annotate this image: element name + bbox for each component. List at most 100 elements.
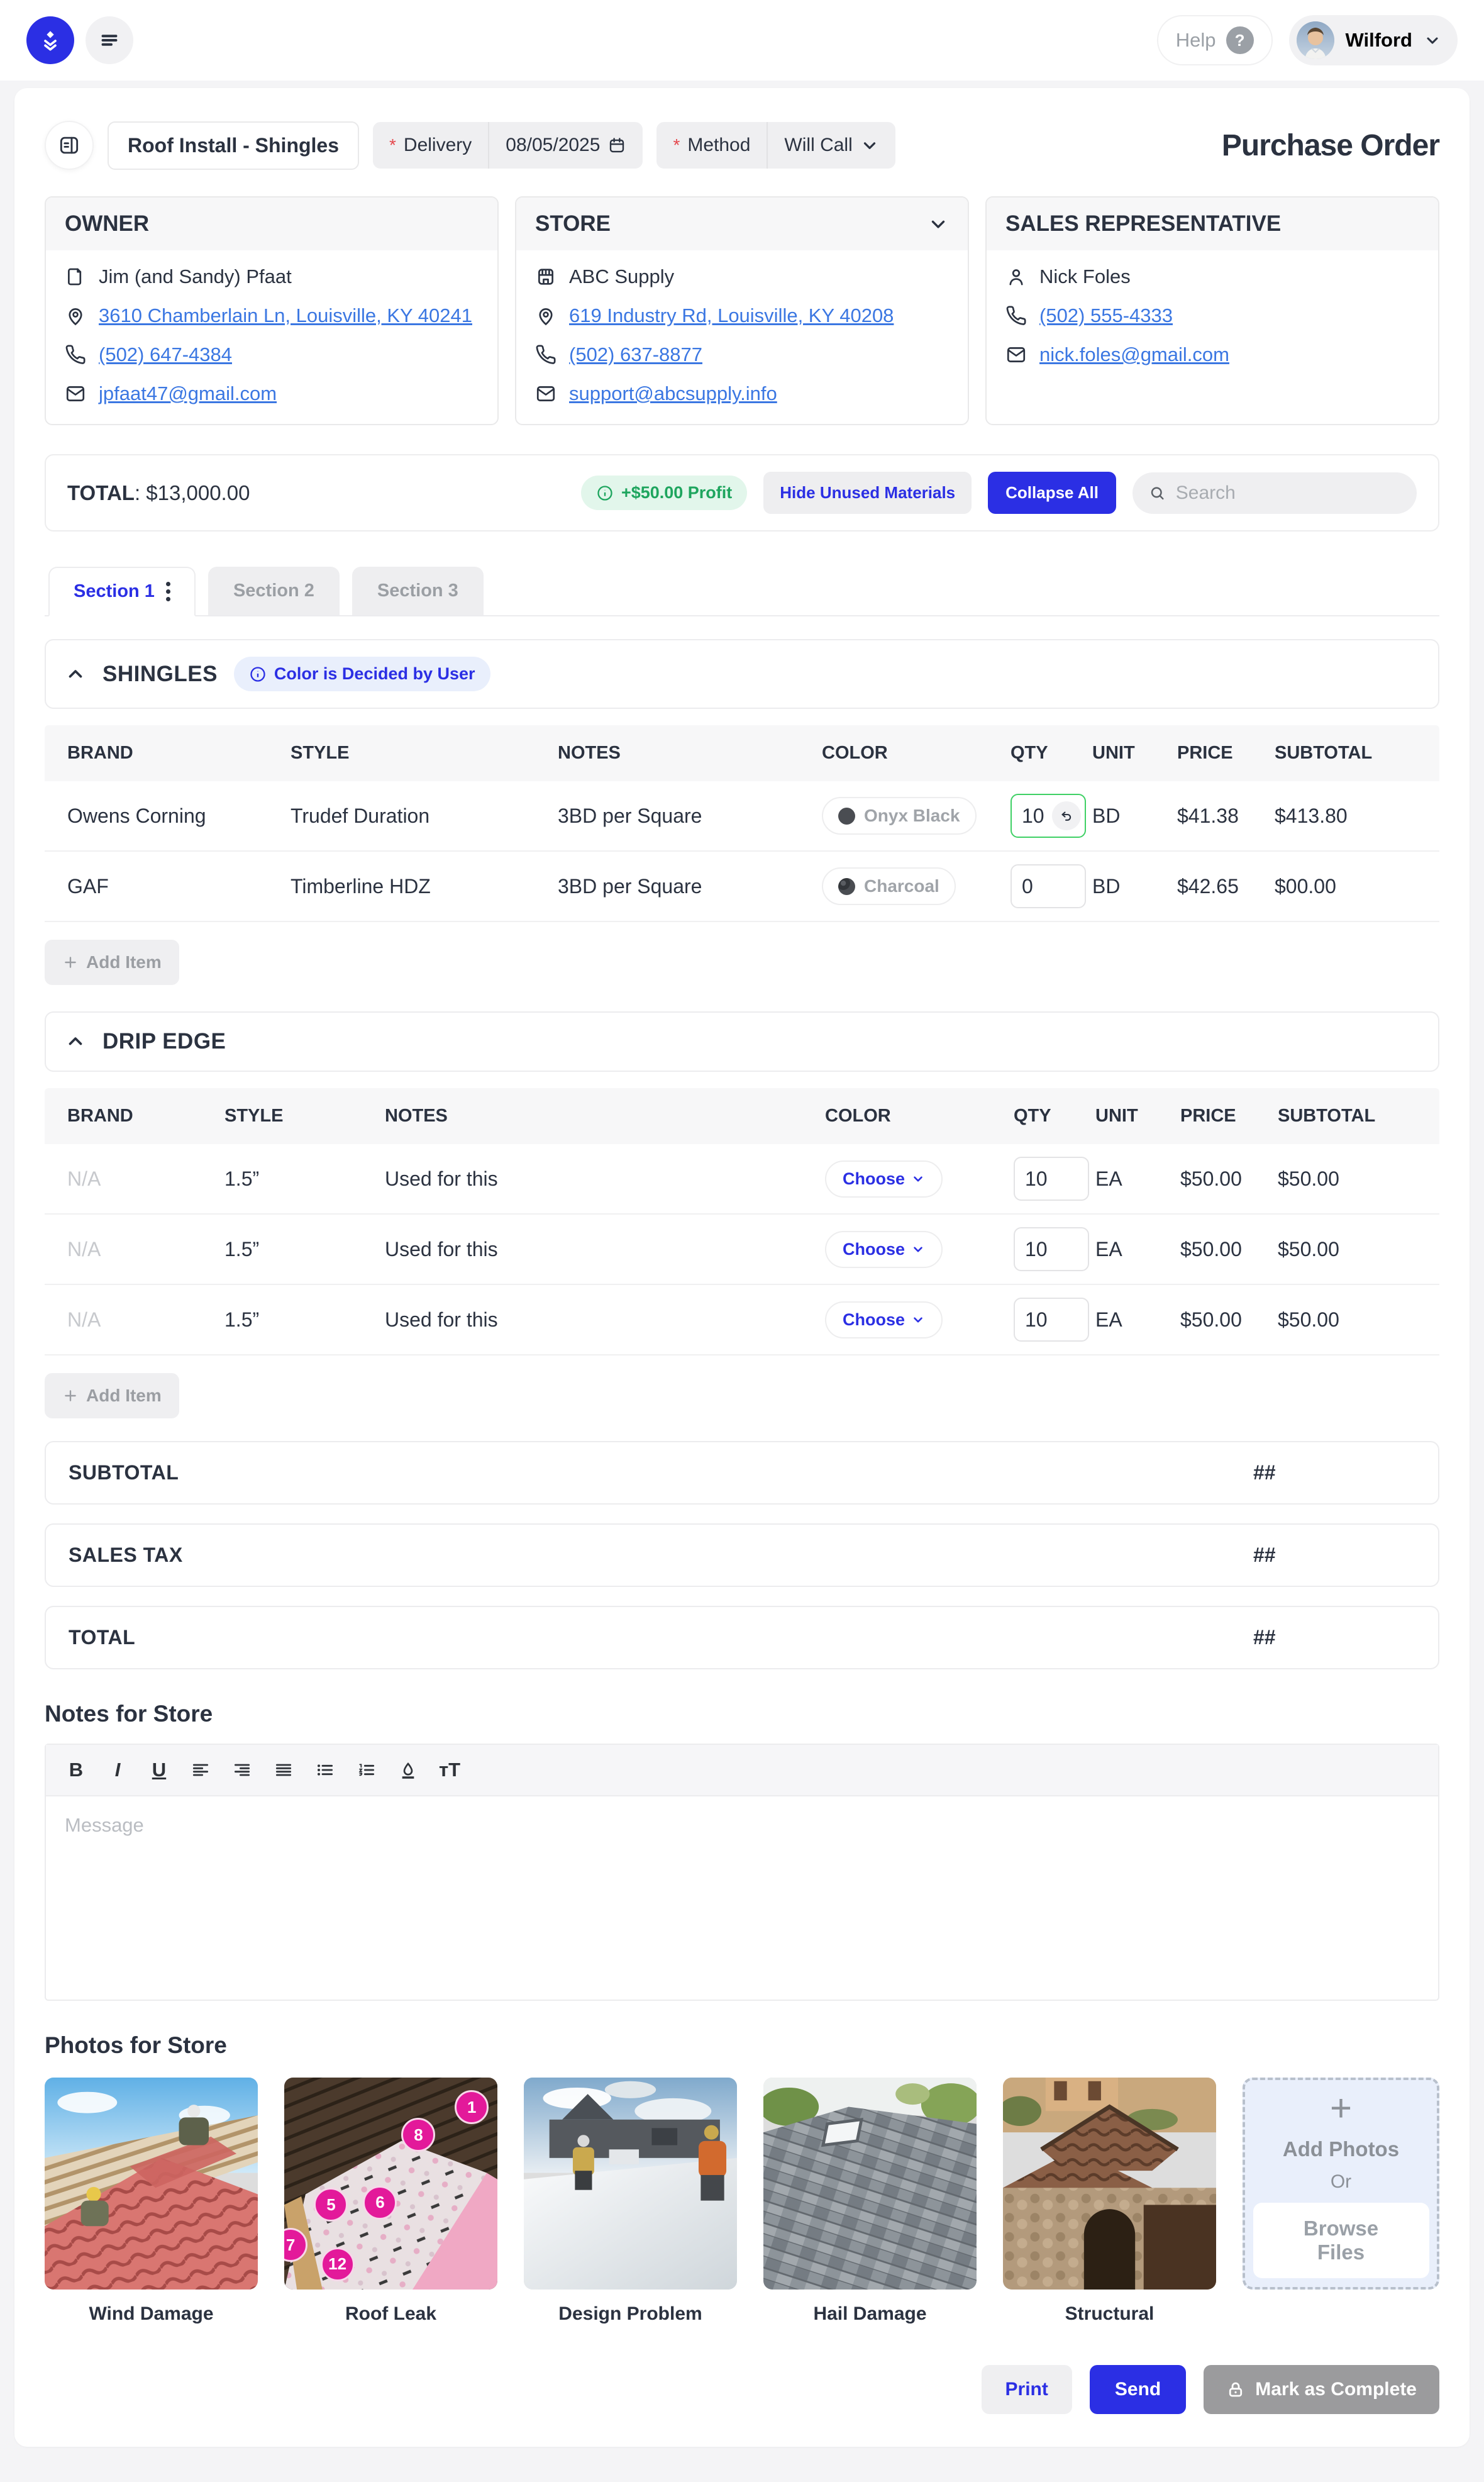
qty-input[interactable] <box>1014 1227 1089 1271</box>
shingles-section-header: SHINGLES Color is Decided by User <box>45 639 1439 709</box>
notes-textarea[interactable] <box>46 1796 1438 1996</box>
numbered-list-button[interactable] <box>355 1757 378 1783</box>
order-title[interactable]: Roof Install - Shingles <box>108 121 360 170</box>
hamburger-menu-button[interactable] <box>86 16 133 64</box>
method-dropdown[interactable]: Will Call <box>767 122 895 169</box>
color-label: Onyx Black <box>864 806 960 825</box>
col-style: STYLE <box>224 1106 284 1126</box>
col-color: COLOR <box>825 1106 891 1126</box>
photo-thumbnail <box>763 2078 977 2290</box>
qty-field <box>1014 1298 1089 1342</box>
align-justify-button[interactable] <box>272 1757 295 1783</box>
sales-rep-email-link[interactable]: nick.foles@gmail.com <box>1039 343 1229 365</box>
method-value: Will Call <box>784 135 853 155</box>
email-icon <box>535 383 556 404</box>
photo-roof-leak[interactable]: 1 8 5 6 7 12 Roof Leak <box>284 2078 497 2325</box>
tab-section-2[interactable]: Section 2 <box>208 567 340 615</box>
cell-unit: BD <box>1092 874 1121 898</box>
undo-qty-button[interactable] <box>1052 801 1081 830</box>
add-item-button[interactable]: Add Item <box>45 940 179 985</box>
phone-icon <box>1005 305 1027 326</box>
color-decided-badge: Color is Decided by User <box>233 657 490 691</box>
photos-heading: Photos for Store <box>45 2032 227 2058</box>
store-email-link[interactable]: support@abcsupply.info <box>569 382 777 404</box>
delivery-date-picker[interactable]: 08/05/2025 <box>488 122 643 169</box>
align-left-button[interactable] <box>189 1757 212 1783</box>
collapse-all-button[interactable]: Collapse All <box>988 472 1116 514</box>
search-icon <box>1151 486 1164 499</box>
chevron-down-icon <box>914 1247 922 1252</box>
cell-subtotal: $413.80 <box>1275 804 1348 827</box>
color-pill[interactable]: Onyx Black <box>822 797 977 835</box>
photo-thumbnail <box>45 2078 258 2290</box>
qty-input[interactable] <box>1014 1157 1089 1201</box>
kebab-menu-icon[interactable] <box>165 582 170 601</box>
send-button[interactable]: Send <box>1089 2365 1187 2414</box>
store-address-link[interactable]: 619 Industry Rd, Louisville, KY 40208 <box>569 304 894 326</box>
photo-structural[interactable]: Structural <box>1003 2078 1216 2325</box>
hide-unused-materials-button[interactable]: Hide Unused Materials <box>763 472 972 514</box>
notes-editor: B I U тT <box>45 1744 1439 2001</box>
collapse-drip-edge-button[interactable] <box>65 1031 86 1052</box>
search-box[interactable] <box>1132 472 1417 514</box>
fill-color-button[interactable] <box>397 1757 419 1783</box>
add-item-button[interactable]: Add Item <box>45 1373 179 1418</box>
user-menu[interactable]: Wilford <box>1288 15 1458 65</box>
plus-icon <box>65 1390 76 1401</box>
photo-design-problem[interactable]: Design Problem <box>524 2078 737 2325</box>
mark-as-complete-button[interactable]: Mark as Complete <box>1204 2365 1439 2414</box>
col-subtotal: SUBTOTAL <box>1275 743 1373 763</box>
qty-input[interactable] <box>1014 1298 1089 1342</box>
color-pill[interactable]: Charcoal <box>822 867 956 905</box>
cell-notes: 3BD per Square <box>558 874 702 898</box>
browse-files-button[interactable]: Browse Files <box>1253 2202 1429 2278</box>
app-logo-button[interactable] <box>26 16 74 64</box>
owner-address-link[interactable]: 3610 Chamberlain Ln, Louisville, KY 4024… <box>99 304 472 326</box>
chevron-up-icon <box>69 1037 82 1045</box>
store-panel-header[interactable]: STORE <box>516 198 968 250</box>
align-right-button[interactable] <box>231 1757 253 1783</box>
email-icon <box>65 383 86 404</box>
cell-style: 1.5” <box>224 1167 260 1190</box>
qty-input[interactable] <box>1011 864 1086 908</box>
delivery-control[interactable]: * Delivery 08/05/2025 <box>373 122 643 169</box>
owner-phone-line: (502) 647-4384 <box>65 343 479 366</box>
choose-label: Choose <box>843 1169 905 1188</box>
chevron-down-icon[interactable] <box>928 213 949 235</box>
tab-section-1[interactable]: Section 1 <box>48 567 196 616</box>
choose-color-dropdown[interactable]: Choose <box>825 1301 943 1338</box>
search-input[interactable] <box>1175 482 1400 504</box>
col-price: PRICE <box>1177 743 1233 763</box>
photo-label: Wind Damage <box>89 2303 214 2324</box>
contact-card-icon <box>65 266 86 287</box>
col-unit: UNIT <box>1092 743 1135 763</box>
sales-rep-phone-link[interactable]: (502) 555-4333 <box>1039 304 1173 326</box>
cell-brand: N/A <box>67 1167 101 1190</box>
store-phone-line: (502) 637-8877 <box>535 343 949 366</box>
underline-button[interactable]: U <box>148 1757 170 1783</box>
bullet-list-button[interactable] <box>314 1757 336 1783</box>
photo-hail-damage[interactable]: Hail Damage <box>763 2078 977 2325</box>
editor-toolbar: B I U тT <box>46 1745 1438 1796</box>
owner-email-link[interactable]: jpfaat47@gmail.com <box>99 382 277 404</box>
owner-phone-link[interactable]: (502) 647-4384 <box>99 343 232 365</box>
shingles-row: GAF Timberline HDZ 3BD per Square Charco… <box>45 852 1439 922</box>
bold-button[interactable]: B <box>65 1757 87 1783</box>
choose-color-dropdown[interactable]: Choose <box>825 1160 943 1198</box>
collapse-shingles-button[interactable] <box>65 664 86 685</box>
choose-color-dropdown[interactable]: Choose <box>825 1230 943 1268</box>
col-qty: QTY <box>1014 1106 1051 1126</box>
toggle-panel-button[interactable] <box>45 121 94 170</box>
font-size-button[interactable]: тT <box>438 1757 461 1783</box>
cell-subtotal: $00.00 <box>1275 874 1336 898</box>
store-phone-link[interactable]: (502) 637-8877 <box>569 343 702 365</box>
profit-badge: +$50.00 Profit <box>580 476 748 510</box>
tab-section-3[interactable]: Section 3 <box>352 567 484 615</box>
add-photos-dropzone[interactable]: + Add Photos Or Browse Files <box>1243 2078 1439 2290</box>
photo-wind-damage[interactable]: Wind Damage <box>45 2078 258 2325</box>
italic-button[interactable]: I <box>106 1757 129 1783</box>
method-control[interactable]: * Method Will Call <box>656 122 895 169</box>
print-button[interactable]: Print <box>981 2365 1072 2414</box>
help-button[interactable]: Help ? <box>1156 15 1273 65</box>
sales-rep-name: Nick Foles <box>1039 265 1131 287</box>
